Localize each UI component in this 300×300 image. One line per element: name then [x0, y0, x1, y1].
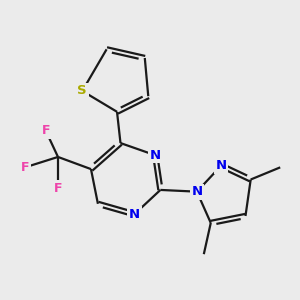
Text: F: F	[21, 161, 29, 174]
Text: N: N	[216, 159, 227, 172]
Text: S: S	[77, 85, 87, 98]
Text: F: F	[54, 182, 62, 195]
Text: N: N	[191, 185, 203, 198]
Text: F: F	[42, 124, 50, 137]
Text: N: N	[129, 208, 140, 221]
Text: N: N	[150, 149, 161, 162]
